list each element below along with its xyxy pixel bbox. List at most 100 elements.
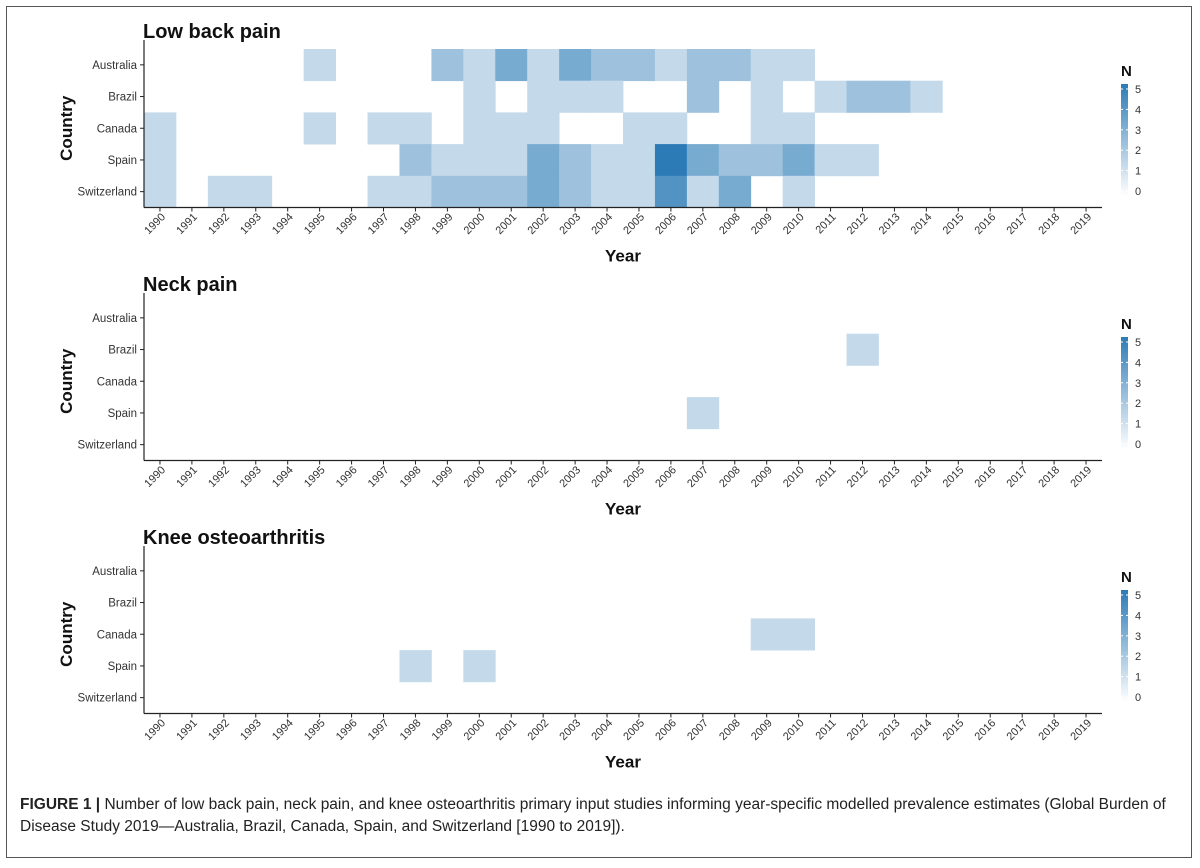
x-tick-label: 2004 [589, 211, 615, 237]
y-axis-title: Country [57, 601, 76, 667]
heatmap-cell [782, 618, 815, 651]
x-tick-label: 2019 [1068, 211, 1094, 237]
x-tick-label: 2018 [1036, 211, 1062, 237]
x-tick-label: 2004 [589, 717, 615, 743]
x-tick-label: 1994 [270, 464, 296, 490]
x-tick-label: 2018 [1036, 464, 1062, 490]
heatmap-cell [367, 112, 400, 145]
x-tick-label: 1995 [302, 211, 328, 237]
x-tick-label: 2005 [621, 717, 647, 743]
heatmap-cell [431, 49, 464, 82]
x-tick-label: 1995 [302, 464, 328, 490]
heatmap-cell [144, 175, 177, 208]
y-axis-title: Country [57, 95, 76, 161]
figure-caption: FIGURE 1 | Number of low back pain, neck… [20, 794, 1170, 838]
heatmap-cell [846, 333, 879, 366]
heatmap-cell [686, 49, 720, 82]
x-tick-label: 2008 [717, 464, 743, 490]
chart-title: Low back pain [143, 21, 281, 43]
heatmap-cell [431, 144, 464, 177]
x-tick-label: 2017 [1004, 464, 1030, 490]
heatmap-cell [399, 112, 432, 145]
heatmap-cell [654, 144, 688, 177]
heatmap-cell [303, 112, 336, 145]
x-tick-label: 1996 [334, 717, 360, 743]
x-tick-label: 1990 [142, 211, 168, 237]
x-tick-label: 2012 [845, 717, 871, 743]
legend-title: N [1121, 63, 1132, 80]
x-tick-label: 2014 [909, 717, 935, 743]
heatmap-cell [495, 49, 528, 82]
legend-title: N [1121, 316, 1132, 333]
heatmap-cell [846, 144, 879, 177]
color-legend: N 0 1 2 3 4 5 [1121, 63, 1141, 198]
heatmap-cell [527, 175, 560, 208]
heatmap-cell [559, 144, 592, 177]
heatmap-cell [463, 49, 496, 82]
x-tick-label: 2011 [813, 464, 838, 489]
legend-colorbar [1121, 337, 1128, 449]
heatmap-cell [559, 80, 592, 113]
x-tick-label: 2014 [909, 211, 935, 237]
chart-panel-2: Neck pain Australia Brazil Canada Spain Switz… [57, 274, 1141, 519]
heatmap-cell [623, 112, 656, 145]
heatmap-cell [686, 80, 720, 113]
x-tick-label: 2011 [813, 717, 838, 742]
x-tick-label: 1996 [334, 211, 360, 237]
heatmap-cell [718, 144, 752, 177]
legend-tick-label: 3 [1135, 378, 1141, 390]
heatmap-cell [463, 144, 496, 177]
x-tick-label: 1998 [398, 211, 424, 237]
x-tick-label: 2002 [525, 211, 551, 237]
heatmap-cell [750, 618, 784, 651]
y-tick-label: Switzerland [78, 440, 137, 452]
x-tick-label: 2000 [462, 717, 488, 743]
heatmap-cell [910, 80, 943, 113]
y-tick-label: Switzerland [78, 187, 137, 199]
heatmap-cell [686, 175, 720, 208]
heatmap-cell [495, 144, 528, 177]
x-tick-label: 1991 [174, 211, 200, 237]
heatmap-cell [495, 175, 528, 208]
chart-panel-3: Knee osteoarthritis Australia Brazil Canada… [57, 527, 1141, 772]
x-tick-label: 2013 [877, 211, 903, 237]
heatmap-cell [207, 175, 241, 208]
x-tick-label: 1992 [206, 464, 232, 490]
x-tick-label: 2017 [1004, 211, 1030, 237]
y-tick-label: Spain [108, 408, 137, 420]
heatmap-cell [399, 175, 432, 208]
heatmap-cell [399, 650, 432, 683]
x-tick-label: 1998 [398, 464, 424, 490]
heatmap-cell [559, 49, 592, 82]
chart-title: Knee osteoarthritis [143, 527, 325, 549]
x-tick-label: 2004 [589, 464, 615, 490]
x-tick-label: 1993 [238, 717, 264, 743]
heatmap-cell [718, 49, 752, 82]
chart-panel-1: Low back pain Australia Brazil Canada Spain S… [57, 21, 1141, 266]
x-tick-label: 1998 [398, 717, 424, 743]
x-tick-label: 2016 [973, 211, 999, 237]
x-tick-label: 1990 [142, 717, 168, 743]
figure-caption-text: Number of low back pain, neck pain, and … [20, 796, 1166, 835]
x-tick-label: 2007 [685, 464, 711, 490]
legend-tick-label: 2 [1135, 651, 1141, 663]
figure-caption-label: FIGURE 1 | [20, 796, 101, 813]
x-tick-label: 2001 [494, 211, 520, 237]
heatmap-cells [144, 49, 943, 208]
x-tick-label: 2006 [653, 464, 679, 490]
x-tick-label: 2006 [653, 211, 679, 237]
heatmap-cell [814, 80, 847, 113]
x-tick-label: 2001 [494, 717, 520, 743]
x-tick-label: 2010 [781, 717, 807, 743]
y-tick-label: Canada [97, 123, 138, 135]
x-tick-label: 1991 [174, 717, 200, 743]
x-tick-label: 1997 [366, 464, 392, 490]
x-tick-label: 2015 [941, 211, 967, 237]
heatmap-cell [623, 49, 656, 82]
color-legend: N 0 1 2 3 4 5 [1121, 316, 1141, 451]
x-tick-label: 2013 [877, 717, 903, 743]
heatmap-cell [654, 112, 688, 145]
legend-tick-label: 4 [1135, 357, 1141, 369]
x-tick-label: 2007 [685, 211, 711, 237]
heatmap-cell [431, 175, 464, 208]
